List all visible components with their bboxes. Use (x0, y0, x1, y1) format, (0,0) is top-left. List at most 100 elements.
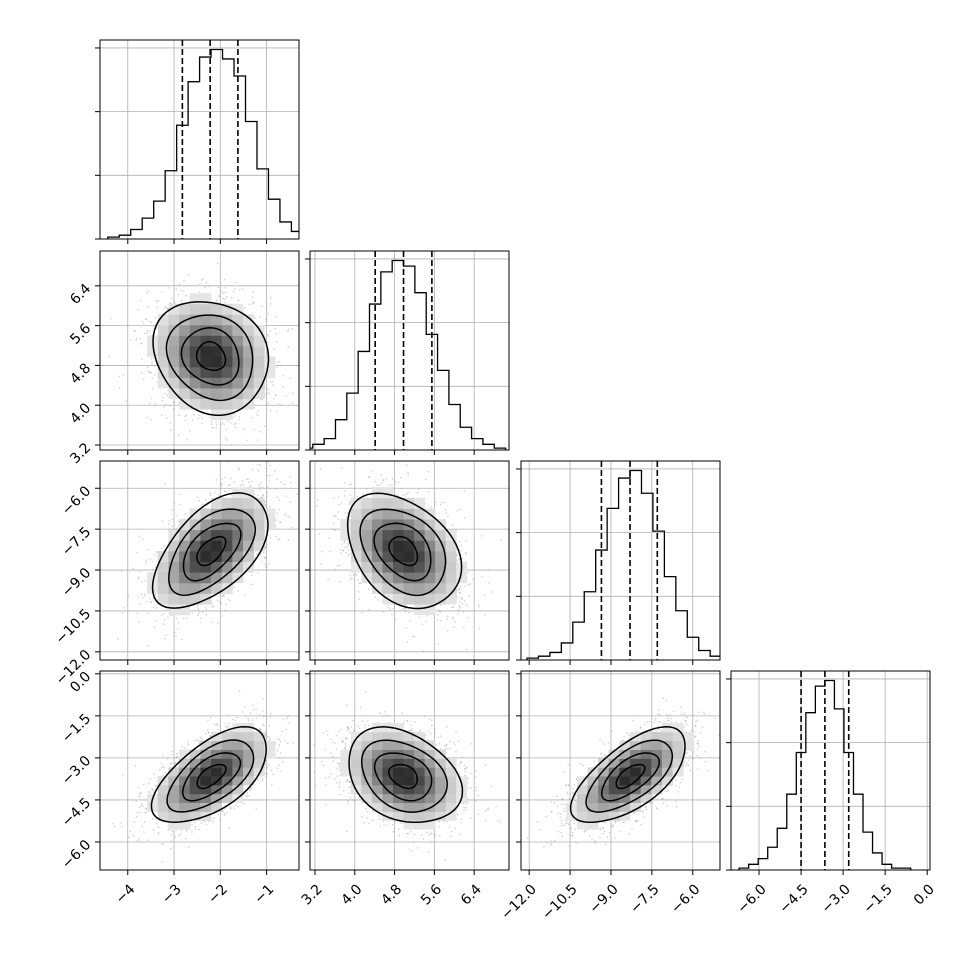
scatter-point (141, 597, 144, 599)
scatter-point (146, 600, 148, 603)
scatter-point (276, 496, 279, 499)
scatter-point (237, 467, 240, 470)
scatter-point (201, 422, 204, 425)
y-tick-label: 4.0 (67, 400, 94, 427)
scatter-point (251, 480, 253, 483)
density-cell (232, 497, 244, 509)
scatter-point (261, 305, 263, 308)
scatter-point (263, 556, 266, 559)
scatter-point (220, 423, 222, 426)
scatter-point (147, 290, 150, 292)
scatter-point (246, 478, 248, 480)
density-cell (189, 356, 201, 368)
scatter-point (147, 366, 149, 369)
scatter-point (282, 374, 284, 377)
scatter-point (257, 439, 259, 441)
scatter-point (144, 318, 147, 321)
scatter-point (151, 360, 153, 363)
density-cell (264, 519, 276, 531)
scatter-point (276, 366, 279, 369)
scatter-point (153, 357, 155, 360)
scatter-point (237, 299, 240, 302)
scatter-point (278, 499, 280, 501)
scatter-point (207, 285, 210, 287)
scatter-point (249, 484, 252, 487)
scatter-point (237, 590, 240, 592)
scatter-point (186, 617, 188, 620)
density-cell (243, 519, 255, 531)
density-cell (179, 367, 191, 378)
density-cell (232, 356, 244, 368)
scatter-point (215, 427, 217, 429)
density-cell (168, 335, 180, 347)
scatter-point (199, 621, 202, 624)
scatter-point (276, 512, 279, 515)
scatter-point (381, 611, 384, 614)
density-cell (211, 324, 223, 336)
scatter-point (110, 317, 113, 320)
density-cell (200, 303, 212, 315)
scatter-point (267, 388, 270, 391)
scatter-point (212, 605, 215, 608)
scatter-point (275, 341, 278, 343)
scatter-point (146, 291, 148, 294)
density-cell (253, 508, 265, 520)
contour-level-1 (180, 327, 240, 386)
density-cell (232, 561, 244, 573)
density-cell (200, 398, 212, 410)
scatter-point (337, 496, 340, 498)
density-cell (264, 508, 276, 520)
scatter-point (216, 262, 219, 265)
scatter-point (146, 416, 149, 418)
scatter-point (253, 428, 256, 431)
density-cell (211, 303, 223, 315)
scatter-point (223, 490, 226, 492)
density-cell (189, 561, 201, 573)
scatter-point (196, 604, 199, 607)
scatter-point (166, 394, 169, 397)
scatter-point (108, 355, 110, 358)
scatter-point (267, 402, 270, 405)
density-cell (179, 388, 191, 400)
scatter-point (406, 493, 408, 495)
scatter-point (144, 579, 146, 582)
scatter-point (166, 417, 168, 419)
density-cell (221, 367, 233, 378)
scatter-point (257, 415, 260, 417)
density-cell (221, 324, 233, 336)
panel-frame (99, 250, 300, 451)
density-cell (211, 540, 223, 552)
scatter-point (200, 617, 202, 619)
panel-frame (99, 39, 300, 240)
scatter-point (266, 391, 269, 394)
scatter-point (259, 464, 262, 466)
y-tick-label: 5.6 (67, 321, 94, 348)
scatter-point (154, 594, 157, 596)
scatter-point (150, 601, 153, 603)
scatter-point (161, 312, 164, 315)
density-cell (253, 345, 265, 357)
density-cell (200, 508, 212, 520)
scatter-point (153, 373, 156, 376)
scatter-point (205, 281, 208, 284)
scatter-point (138, 337, 141, 340)
scatter-point (163, 545, 165, 548)
scatter-point (189, 430, 191, 432)
density-cell (179, 529, 191, 541)
scatter-point (222, 594, 225, 597)
scatter-point (149, 601, 152, 604)
scatter-point (160, 614, 163, 616)
scatter-point (223, 595, 225, 598)
scatter-point (141, 320, 144, 323)
scatter-point (148, 330, 151, 333)
scatter-point (200, 279, 203, 281)
scatter-point (142, 378, 145, 381)
scatter-point (143, 332, 146, 335)
scatter-point (262, 495, 264, 497)
contour-level-0 (196, 535, 227, 567)
scatter-point (247, 478, 249, 480)
scatter-point (176, 528, 178, 530)
scatter-point (338, 503, 340, 506)
scatter-point (167, 616, 169, 619)
scatter-point (230, 296, 233, 299)
